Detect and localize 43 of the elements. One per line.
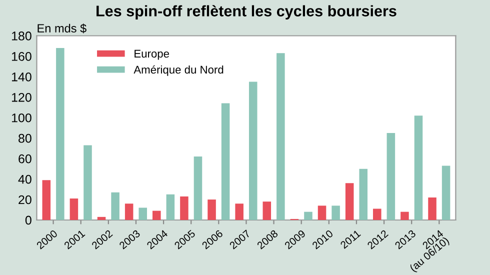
bar [42,180,51,220]
bar [400,212,409,220]
y-tick-label: 0 [25,216,32,225]
bar [208,200,216,220]
bar [221,103,230,220]
bar [248,82,258,220]
legend-label: Europe [134,50,170,60]
y-tick-label: 120 [12,92,32,102]
y-tick-label: 140 [12,72,32,82]
bar [124,204,134,220]
bar [318,206,326,220]
bar [152,210,161,220]
bar [262,202,272,220]
bar [70,198,78,220]
bar [442,166,450,220]
bar [111,192,120,220]
bar [180,196,188,220]
bar [56,48,64,220]
bar [373,208,382,220]
bar [276,53,285,220]
y-tick-label: 40 [18,174,32,184]
bar [386,132,396,220]
bar [332,206,340,220]
y-tick-label: 100 [12,113,32,122]
y-axis-title: En mds $ [38,24,86,34]
bar [235,204,244,220]
bar [97,216,106,220]
bar [166,194,175,220]
y-tick-label: 80 [18,134,32,143]
bar [428,197,436,220]
bar [138,208,147,220]
y-tick-label: 20 [18,195,32,204]
bar [359,168,368,220]
bar [345,183,354,220]
chart-title: Les spin-off reflètent les cycles boursiers [96,5,396,20]
legend-label: Amérique du Nord [134,65,224,76]
bar [84,145,92,220]
y-tick-label: 180 [12,32,32,40]
y-tick-label: 60 [18,154,32,164]
bar [194,156,202,220]
bar [414,116,423,220]
y-tick-label: 160 [12,52,32,61]
bar [304,212,312,220]
